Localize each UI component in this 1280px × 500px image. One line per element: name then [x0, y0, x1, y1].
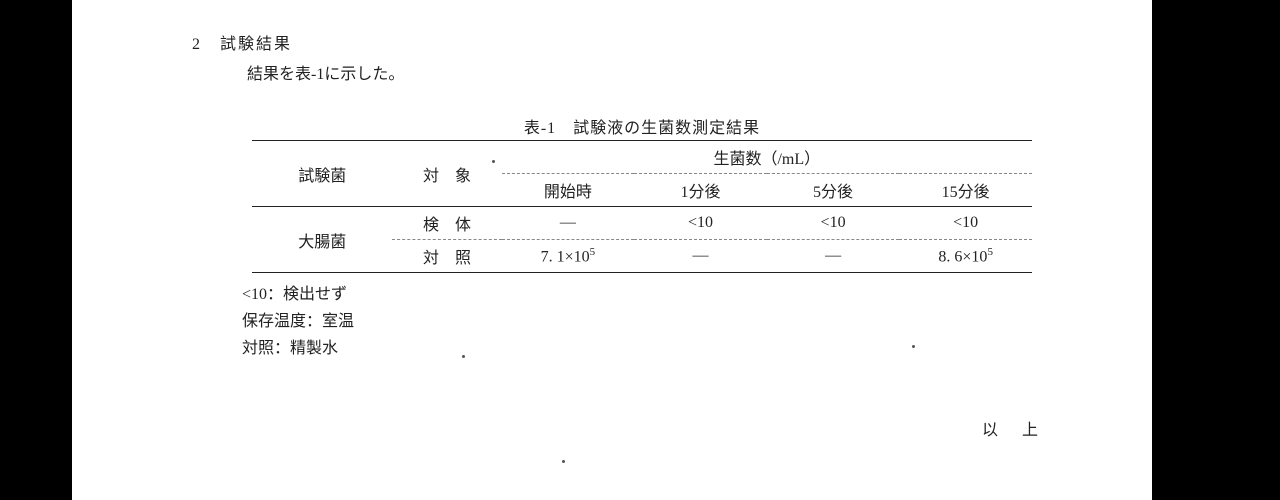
section-heading: 2 試験結果	[192, 30, 1092, 54]
col-t0: 開始時	[502, 174, 635, 207]
col-target: 対 象	[392, 141, 501, 207]
row2-t15-base: 8. 6×10	[938, 248, 987, 265]
row2-target: 対 照	[392, 240, 501, 273]
row2-t15: 8. 6×105	[899, 240, 1032, 273]
result-table: 試験菌 対 象 生菌数（/mL） 開始時 1分後 5分後 15分後 大腸菌 検 …	[252, 140, 1032, 273]
row1-t1: <10	[634, 207, 767, 240]
row1-t5: <10	[767, 207, 900, 240]
col-count-group: 生菌数（/mL）	[502, 141, 1032, 174]
speckle-dot	[492, 160, 495, 163]
section-number: 2	[192, 36, 202, 53]
section-title: 試験結果	[220, 36, 292, 53]
speckle-dot	[562, 460, 565, 463]
table-caption: 表-1 試験液の生菌数測定結果	[192, 114, 1092, 138]
row1-t15: <10	[899, 207, 1032, 240]
note-2: 保存温度：室温	[242, 308, 1092, 335]
document-page: 2 試験結果 結果を表-1に示した。 表-1 試験液の生菌数測定結果 試験菌 対…	[72, 0, 1152, 500]
row2-t0: 7. 1×105	[502, 240, 635, 273]
row1-t0: ―	[502, 207, 635, 240]
col-t5: 5分後	[767, 174, 900, 207]
table-notes: <10：検出せず 保存温度：室温 対照：精製水	[242, 281, 1092, 363]
row2-t0-exp: 5	[590, 246, 596, 258]
closing-text: 以上	[982, 416, 1062, 440]
row2-t1: ―	[634, 240, 767, 273]
col-bacteria: 試験菌	[252, 141, 392, 207]
row2-t0-base: 7. 1×10	[541, 248, 590, 265]
note-3: 対照：精製水	[242, 335, 1092, 362]
row1-target: 検 体	[392, 207, 501, 240]
row2-t5: ―	[767, 240, 900, 273]
note-1: <10：検出せず	[242, 281, 1092, 308]
section-subtext: 結果を表-1に示した。	[247, 60, 1092, 84]
speckle-dot	[462, 355, 465, 358]
speckle-dot	[912, 345, 915, 348]
row-bacteria: 大腸菌	[252, 207, 392, 273]
col-t1: 1分後	[634, 174, 767, 207]
col-t15: 15分後	[899, 174, 1032, 207]
row2-t15-exp: 5	[987, 246, 993, 258]
